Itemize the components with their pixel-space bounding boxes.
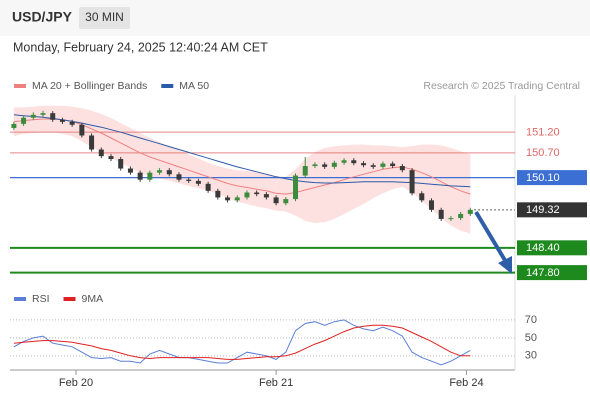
candle-body [438, 209, 444, 219]
bollinger-band [13, 105, 471, 234]
legend-label: MA 50 [179, 80, 209, 92]
x-tick-label: Feb 20 [59, 377, 93, 389]
candle-body [244, 192, 250, 198]
candle-body [254, 192, 260, 195]
candle-body [176, 174, 182, 180]
candle-body [293, 175, 299, 200]
candle-body [79, 124, 85, 136]
candle-body [59, 119, 65, 122]
candle-body [273, 197, 279, 204]
candle-body [195, 180, 201, 184]
candle-body [370, 165, 376, 167]
candle-body [225, 197, 231, 201]
ma-line [13, 114, 471, 188]
candle-body [147, 172, 153, 180]
candle-body [166, 170, 172, 175]
y-tick-label: 70 [525, 314, 537, 326]
candle-body [283, 199, 289, 204]
candle-body [127, 168, 133, 173]
candle-body [380, 163, 386, 167]
candle-body [458, 213, 464, 219]
level-label-box [517, 202, 587, 218]
candle-body [40, 113, 46, 115]
level-label: 148.40 [526, 242, 560, 254]
candle-body [21, 117, 27, 124]
y-tick-label: 50 [525, 332, 537, 344]
candle-body [157, 170, 163, 173]
level-label-box [517, 170, 587, 186]
candle-body [312, 164, 318, 167]
level-label-box [517, 265, 587, 281]
x-tick-label: Feb 24 [449, 377, 483, 389]
candle-body [50, 113, 56, 120]
candle-body [448, 218, 454, 220]
candle-body [302, 166, 308, 176]
legend-swatch [63, 297, 76, 301]
symbol: USD/JPY [12, 9, 73, 25]
legend-swatch [161, 84, 174, 88]
candle-body [361, 163, 366, 166]
copyright: Research © 2025 Trading Central [423, 80, 580, 92]
candle-body [11, 123, 17, 129]
candle-body [108, 156, 114, 160]
candle-body [137, 172, 143, 180]
candle-body [263, 194, 269, 198]
level-label: 151.20 [526, 127, 560, 139]
candle-body [419, 193, 425, 201]
candle-body [205, 183, 211, 191]
candle-body [467, 209, 473, 214]
candle-body [351, 160, 357, 164]
candle-body [322, 164, 328, 167]
candle-body [331, 162, 337, 167]
legend-label: MA 20 + Bollinger Bands [32, 80, 147, 92]
forecast-arrow [474, 210, 508, 264]
legend-swatch [14, 297, 26, 301]
datetime: Monday, February 24, 2025 12:40:24 AM CE… [13, 40, 268, 54]
level-label: 150.70 [526, 147, 560, 159]
candle-body [409, 170, 415, 194]
y-tick-label: 30 [525, 350, 537, 362]
ma-line [13, 118, 471, 195]
candle-body [234, 197, 240, 201]
candle-body [30, 114, 36, 118]
candle-body [390, 163, 396, 167]
candle-body [98, 149, 104, 157]
candle-body [118, 159, 124, 169]
candle-body [69, 121, 75, 125]
candle-body [428, 200, 434, 210]
level-label: 149.32 [526, 204, 560, 216]
candle-body [215, 190, 221, 198]
level-label: 150.10 [526, 172, 560, 184]
timeframe: 30 MIN [85, 10, 124, 24]
candle-body [89, 135, 95, 150]
x-tick-label: Feb 21 [259, 377, 293, 389]
rsi-line [13, 324, 471, 360]
rsi-line [13, 319, 471, 366]
level-label: 147.80 [526, 267, 560, 279]
legend-swatch [14, 84, 26, 88]
candle-body [399, 166, 405, 171]
timeframe-badge [79, 7, 130, 29]
level-label-box [517, 240, 587, 256]
candle-body [186, 179, 192, 181]
legend-label: RSI [32, 293, 50, 305]
candle-body [341, 160, 347, 163]
legend-label: 9MA [82, 293, 104, 305]
arrow-head [498, 256, 512, 274]
